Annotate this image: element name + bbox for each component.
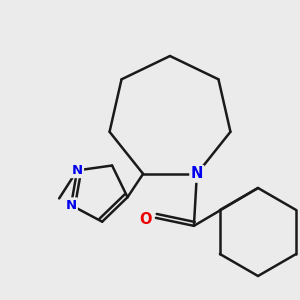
- Text: N: N: [72, 164, 83, 177]
- Text: N: N: [65, 199, 76, 212]
- Text: N: N: [191, 167, 203, 182]
- Text: O: O: [140, 212, 152, 227]
